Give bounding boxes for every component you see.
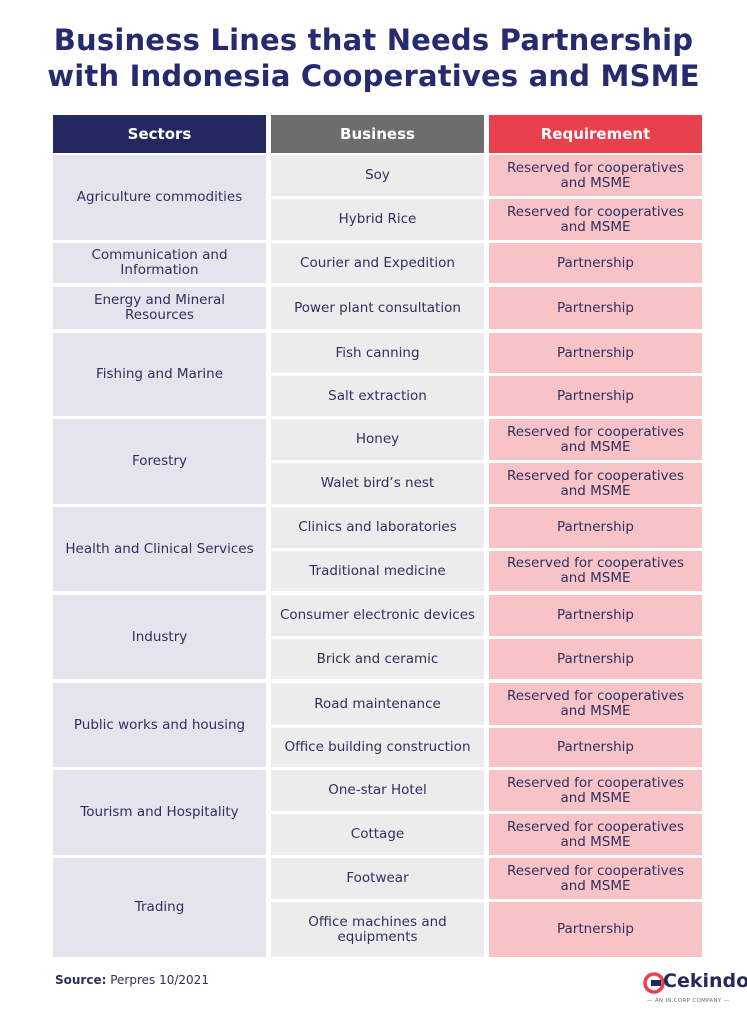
sector-cell: Agriculture commodities [53, 155, 266, 240]
header-requirement: Requirement [489, 115, 702, 153]
business-cell: One-star Hotel [271, 770, 484, 811]
logo-tagline: — AN IN.CORP COMPANY — [647, 998, 730, 1004]
requirement-cell: Partnership [489, 376, 702, 416]
sector-cell: Tourism and Hospitality [53, 770, 266, 855]
requirement-cell: Reserved for cooperatives and MSME [489, 683, 702, 725]
source-label: Source: [55, 973, 107, 987]
title-line-2: with Indonesia Cooperatives and MSME [47, 59, 700, 93]
requirement-cell: Reserved for cooperatives and MSME [489, 419, 702, 460]
header-sectors: Sectors [53, 115, 266, 153]
sector-cell: Forestry [53, 419, 266, 504]
sector-cell: Energy and Mineral Resources [53, 287, 266, 329]
requirement-cell: Reserved for cooperatives and MSME [489, 199, 702, 240]
business-cell: Soy [271, 155, 484, 196]
business-cell: Road maintenance [271, 683, 484, 725]
business-cell: Fish canning [271, 333, 484, 373]
requirement-cell: Reserved for cooperatives and MSME [489, 770, 702, 811]
requirement-cell: Partnership [489, 595, 702, 636]
source-note: Source: Perpres 10/2021 [55, 973, 209, 987]
business-cell: Power plant consultation [271, 287, 484, 329]
business-cell: Consumer electronic devices [271, 595, 484, 636]
logo-name: Cekindo [663, 970, 747, 992]
requirement-cell: Partnership [489, 243, 702, 283]
page-title: Business Lines that Needs Partnership wi… [0, 22, 747, 94]
cekindo-logo: Cekindo — AN IN.CORP COMPANY — [643, 968, 747, 1018]
business-cell: Office building construction [271, 728, 484, 767]
title-line-1: Business Lines that Needs Partnership [53, 23, 694, 57]
business-cell: Walet bird’s nest [271, 463, 484, 504]
business-cell: Hybrid Rice [271, 199, 484, 240]
sector-cell: Trading [53, 858, 266, 957]
requirement-cell: Partnership [489, 639, 702, 679]
source-value: Perpres 10/2021 [110, 973, 209, 987]
sector-cell: Public works and housing [53, 683, 266, 767]
sector-cell: Fishing and Marine [53, 333, 266, 416]
requirement-cell: Reserved for cooperatives and MSME [489, 155, 702, 196]
requirement-cell: Reserved for cooperatives and MSME [489, 463, 702, 504]
business-cell: Office machines and equipments [271, 902, 484, 957]
sector-cell: Communication and Information [53, 243, 266, 283]
requirement-cell: Partnership [489, 902, 702, 957]
business-cell: Courier and Expedition [271, 243, 484, 283]
requirement-cell: Reserved for cooperatives and MSME [489, 814, 702, 855]
business-cell: Brick and ceramic [271, 639, 484, 679]
business-cell: Traditional medicine [271, 551, 484, 591]
requirement-cell: Partnership [489, 333, 702, 373]
business-cell: Cottage [271, 814, 484, 855]
requirement-cell: Reserved for cooperatives and MSME [489, 858, 702, 899]
cekindo-logo-icon [643, 972, 665, 994]
requirement-cell: Partnership [489, 287, 702, 329]
requirement-cell: Reserved for cooperatives and MSME [489, 551, 702, 591]
requirement-cell: Partnership [489, 728, 702, 767]
header-business: Business [271, 115, 484, 153]
business-cell: Footwear [271, 858, 484, 899]
requirement-cell: Partnership [489, 507, 702, 548]
sector-cell: Industry [53, 595, 266, 679]
business-cell: Clinics and laboratories [271, 507, 484, 548]
business-cell: Salt extraction [271, 376, 484, 416]
business-cell: Honey [271, 419, 484, 460]
sector-cell: Health and Clinical Services [53, 507, 266, 591]
